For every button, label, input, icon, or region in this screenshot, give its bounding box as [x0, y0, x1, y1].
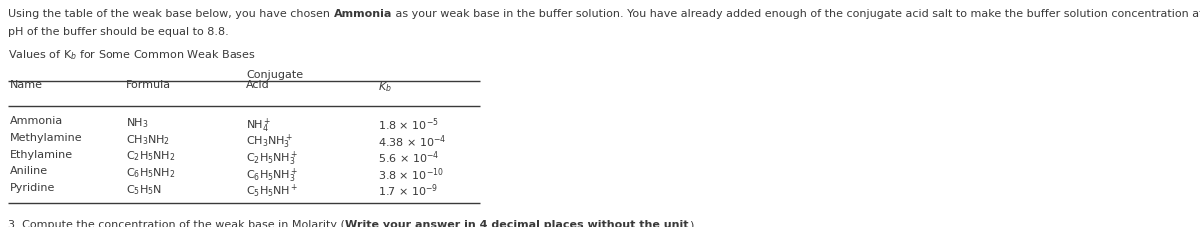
- Text: C$_2$H$_5$NH$_2$: C$_2$H$_5$NH$_2$: [126, 149, 175, 163]
- Text: Write your answer in 4 decimal places without the unit: Write your answer in 4 decimal places wi…: [346, 219, 689, 227]
- Text: NH$_4^+$: NH$_4^+$: [246, 116, 271, 134]
- Text: Acid: Acid: [246, 79, 270, 89]
- Text: Values of K$_b$ for Some Common Weak Bases: Values of K$_b$ for Some Common Weak Bas…: [8, 48, 256, 62]
- Text: 5.6 × 10$^{-4}$: 5.6 × 10$^{-4}$: [378, 149, 439, 165]
- Text: 1.7 × 10$^{-9}$: 1.7 × 10$^{-9}$: [378, 182, 438, 199]
- Text: NH$_3$: NH$_3$: [126, 116, 149, 130]
- Text: Pyridine: Pyridine: [10, 182, 55, 192]
- Text: C$_5$H$_5$NH$^+$: C$_5$H$_5$NH$^+$: [246, 182, 299, 199]
- Text: Ammonia: Ammonia: [10, 116, 62, 126]
- Text: 4.38 × 10$^{-4}$: 4.38 × 10$^{-4}$: [378, 132, 446, 149]
- Text: Aniline: Aniline: [10, 165, 48, 175]
- Text: ).: ).: [689, 219, 697, 227]
- Text: C$_2$H$_5$NH$_3^+$: C$_2$H$_5$NH$_3^+$: [246, 149, 299, 167]
- Text: Ammonia: Ammonia: [334, 9, 392, 19]
- Text: $K_b$: $K_b$: [378, 79, 392, 93]
- Text: Conjugate: Conjugate: [246, 69, 304, 79]
- Text: Ethylamine: Ethylamine: [10, 149, 73, 159]
- Text: Formula: Formula: [126, 79, 172, 89]
- Text: 3. Compute the concentration of the weak base in Molarity (: 3. Compute the concentration of the weak…: [8, 219, 346, 227]
- Text: CH$_3$NH$_3^+$: CH$_3$NH$_3^+$: [246, 132, 293, 151]
- Text: C$_5$H$_5$N: C$_5$H$_5$N: [126, 182, 162, 196]
- Text: C$_6$H$_5$NH$_3^+$: C$_6$H$_5$NH$_3^+$: [246, 165, 299, 184]
- Text: CH$_3$NH$_2$: CH$_3$NH$_2$: [126, 132, 170, 146]
- Text: C$_6$H$_5$NH$_2$: C$_6$H$_5$NH$_2$: [126, 165, 175, 179]
- Text: Using the table of the weak base below, you have chosen: Using the table of the weak base below, …: [8, 9, 334, 19]
- Text: 1.8 × 10$^{-5}$: 1.8 × 10$^{-5}$: [378, 116, 439, 132]
- Text: pH of the buffer should be equal to 8.8.: pH of the buffer should be equal to 8.8.: [8, 27, 229, 37]
- Text: as your weak base in the buffer solution. You have already added enough of the c: as your weak base in the buffer solution…: [392, 9, 1200, 19]
- Text: Methylamine: Methylamine: [10, 132, 83, 142]
- Text: Name: Name: [10, 79, 43, 89]
- Text: 3.8 × 10$^{-10}$: 3.8 × 10$^{-10}$: [378, 165, 444, 182]
